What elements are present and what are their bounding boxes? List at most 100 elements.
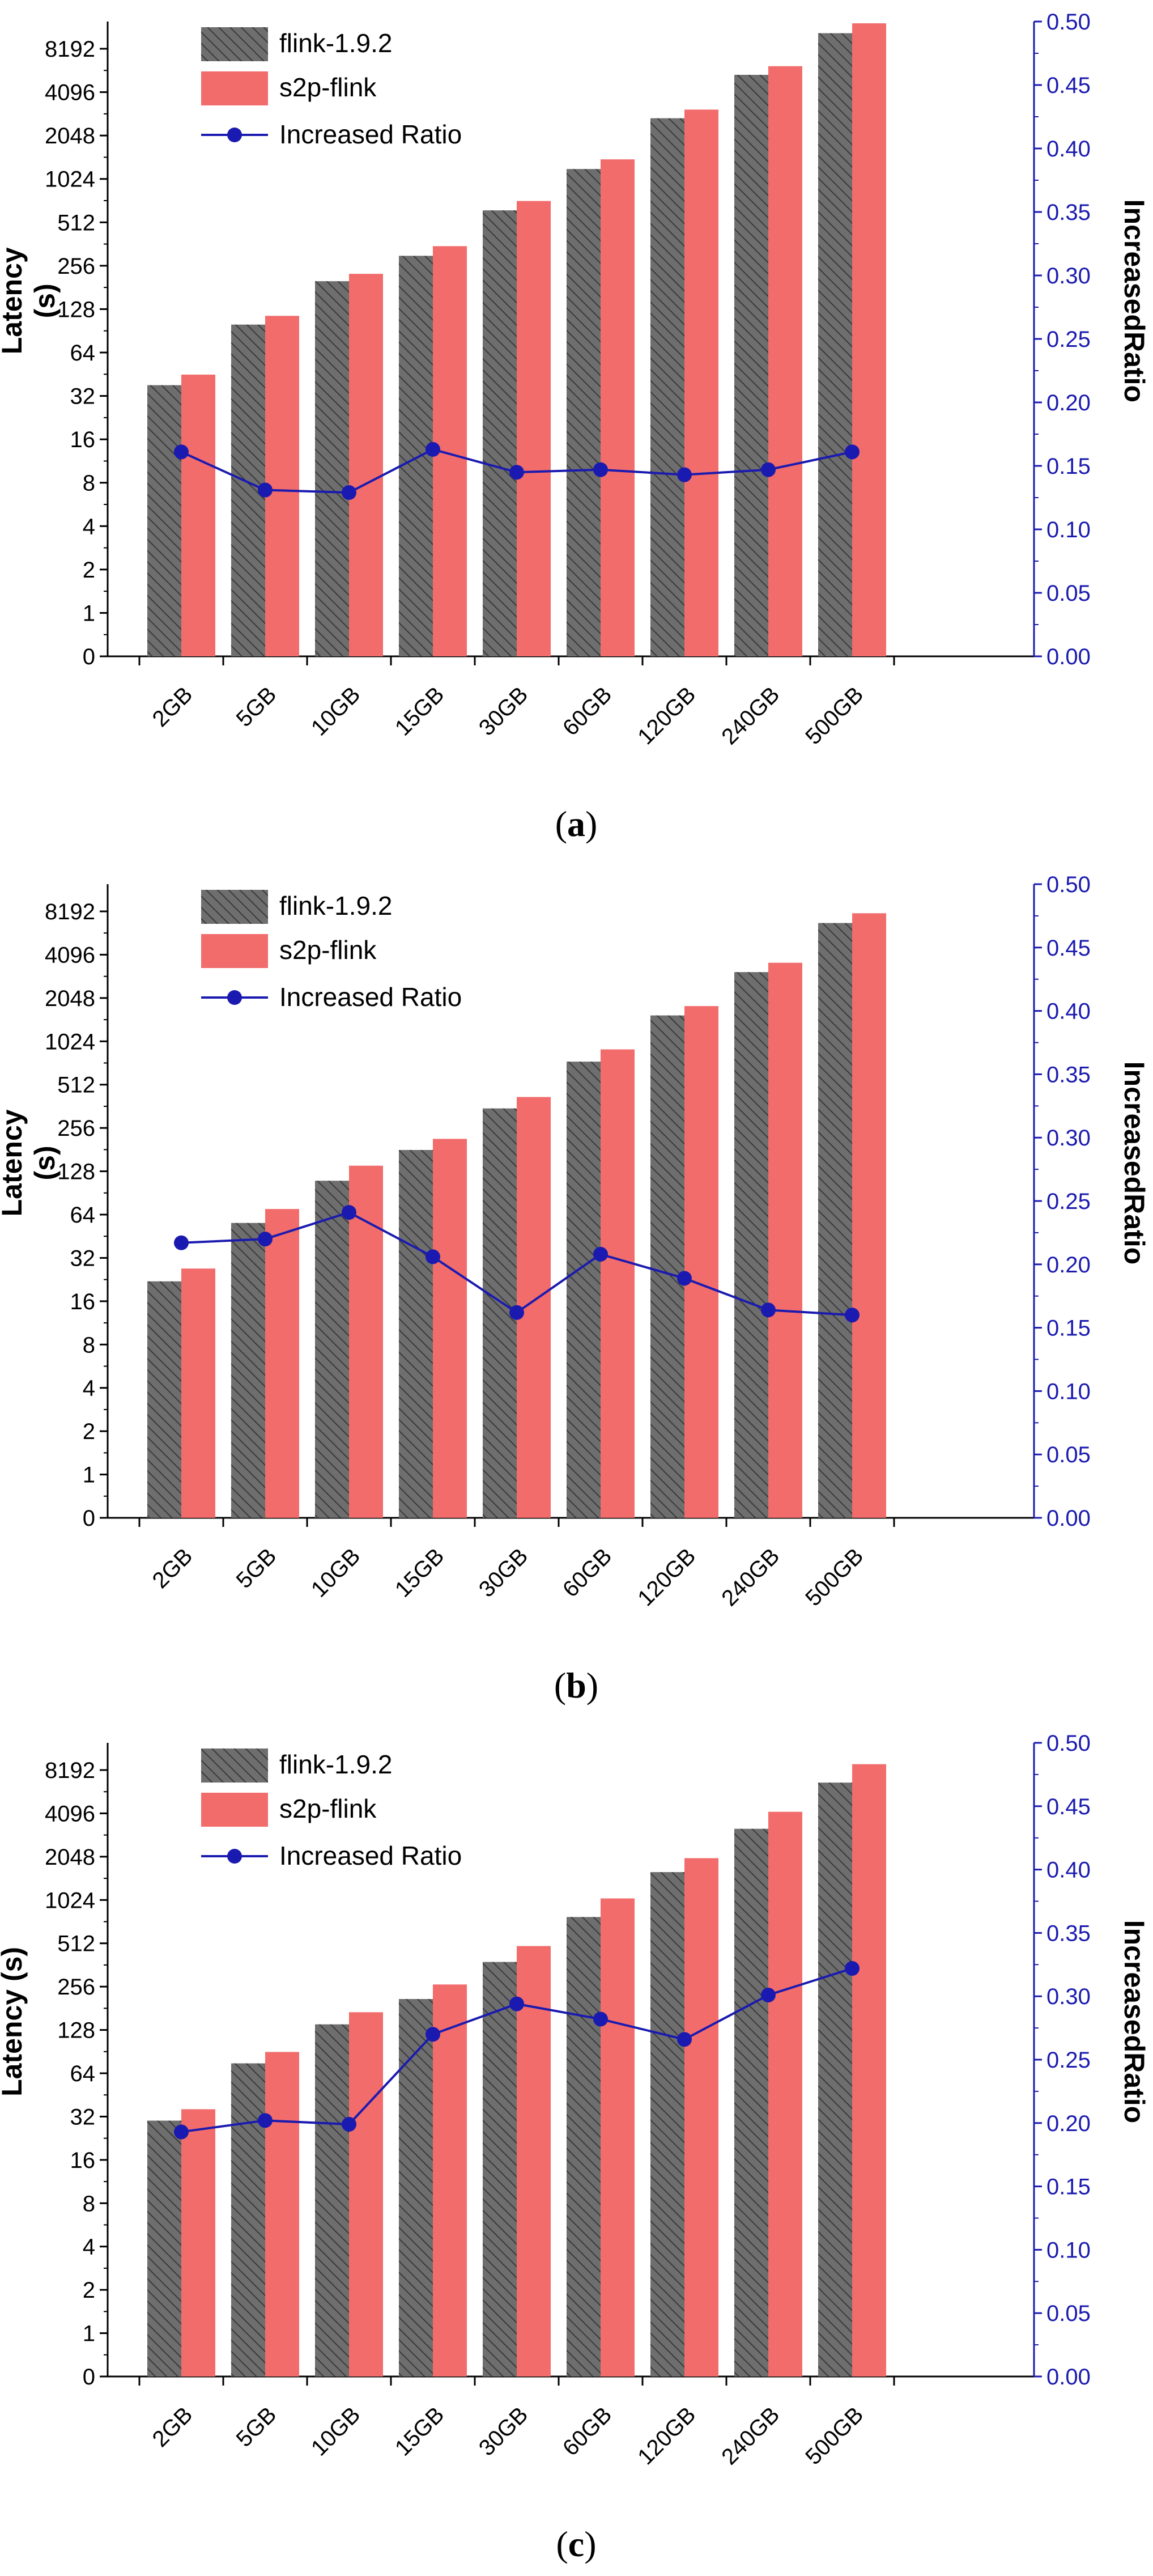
panel-label-part: a [567, 804, 585, 844]
y-tick-label: 1 [83, 1463, 95, 1488]
y2-tick-label: 0.45 [1046, 936, 1091, 961]
ratio-point [174, 1235, 189, 1250]
x-category-label: 15GB [390, 2402, 449, 2460]
legend-swatch-s2p-flink [201, 71, 268, 105]
ratio-point [509, 1996, 524, 2011]
y2-tick-label: 0.35 [1046, 1921, 1091, 1946]
y2-tick-label: 0.45 [1046, 73, 1091, 98]
y-tick-label: 8 [83, 1332, 95, 1357]
x-category-label: 60GB [558, 682, 616, 740]
y-tick-label: 8192 [45, 1758, 95, 1783]
y-axis-title-line: Latency [0, 247, 28, 354]
y2-tick-label: 0.15 [1046, 2175, 1091, 2200]
y-tick-label: 512 [57, 210, 95, 235]
y2-tick-label: 0.15 [1046, 454, 1091, 479]
y-tick-label: 1 [83, 601, 95, 626]
x-category-label: 240GB [717, 1543, 784, 1611]
y2-tick-label: 0.05 [1046, 2301, 1091, 2326]
y-tick-label: 4096 [45, 943, 95, 967]
y2-tick-label: 0.30 [1046, 264, 1091, 288]
y2-tick-label: 0.50 [1046, 1731, 1091, 1756]
x-category-label: 15GB [390, 1543, 449, 1602]
y-tick-label: 8 [83, 2191, 95, 2216]
bar-s2p-flink [684, 1006, 718, 1518]
y2-tick-label: 0.00 [1046, 1506, 1091, 1531]
y-tick-label: 1024 [45, 1029, 95, 1054]
bar-s2p-flink [517, 201, 551, 657]
y2-tick-label: 0.10 [1046, 517, 1091, 542]
y-tick-label: 256 [57, 1116, 95, 1141]
legend-swatch-flink [201, 1749, 268, 1783]
y-tick-label: 0 [83, 2365, 95, 2390]
bar-flink [734, 1828, 768, 2376]
bar-s2p-flink [181, 374, 215, 656]
bar-s2p-flink [768, 66, 802, 656]
legend-swatch-flink [201, 27, 268, 61]
legend-swatch-flink [201, 890, 268, 924]
bar-s2p-flink [852, 913, 886, 1518]
x-category-label: 10GB [307, 1543, 365, 1602]
bar-flink [734, 972, 768, 1518]
y-tick-label: 2048 [45, 124, 95, 148]
y-axis-title-line: (s) [29, 1145, 61, 1180]
y-tick-label: 128 [57, 1160, 95, 1185]
y-tick-label: 16 [70, 2148, 96, 2173]
y2-tick-label: 0.35 [1046, 1062, 1091, 1087]
y-tick-label: 512 [57, 1073, 95, 1098]
y-axis-title-line: (s) [29, 283, 61, 318]
x-category-label: 2GB [148, 682, 198, 732]
y-tick-label: 4 [83, 514, 95, 539]
chart-panel-c: 0 1 2 4 8 16 32 64 128 256 512 1024 2048 4096 8192 0.00… [0, 1731, 1150, 2564]
legend-label-ratio: Increased Ratio [279, 1841, 462, 1870]
ratio-point [845, 444, 860, 460]
bar-s2p-flink [181, 1268, 215, 1518]
y2-axis-title: IncreasedRatio [1118, 1920, 1150, 2123]
bar-flink [483, 1962, 517, 2376]
legend-label-s2p-flink: s2p-flink [279, 935, 377, 965]
legend-marker-ratio [227, 990, 242, 1005]
y2-tick-label: 0.15 [1046, 1316, 1091, 1341]
y-tick-label: 512 [57, 1932, 95, 1957]
ratio-point [593, 2011, 608, 2027]
y-tick-label: 32 [70, 2104, 96, 2129]
x-category-label: 240GB [717, 2402, 784, 2469]
ratio-point [845, 1961, 860, 1976]
bar-flink [483, 210, 517, 657]
y2-tick-label: 0.20 [1046, 2111, 1091, 2136]
bar-flink [399, 256, 433, 656]
bar-flink [399, 1149, 433, 1518]
ratio-point [174, 2124, 189, 2140]
panel-label-part: ( [556, 2524, 568, 2564]
bar-s2p-flink [349, 274, 383, 656]
bar-flink [650, 118, 684, 657]
y2-tick-label: 0.40 [1046, 137, 1091, 162]
ratio-point [677, 1271, 692, 1286]
bar-flink [567, 169, 601, 656]
y-tick-label: 4 [83, 1376, 95, 1401]
y-tick-label: 0 [83, 1506, 95, 1531]
y2-tick-label: 0.10 [1046, 1379, 1091, 1404]
ratio-point [593, 462, 608, 477]
y-tick-label: 8 [83, 471, 95, 496]
bar-s2p-flink [768, 962, 802, 1518]
legend-label-flink: flink-1.9.2 [279, 1750, 392, 1779]
bar-flink [315, 2024, 349, 2376]
bar-s2p-flink [265, 2052, 299, 2376]
legend-swatch-s2p-flink [201, 1793, 268, 1827]
y-axis-title: Latency (s) [0, 1947, 28, 2097]
x-category-label: 10GB [307, 2402, 365, 2460]
y-axis-title: Latency(s) [0, 247, 61, 354]
bar-flink [567, 1917, 601, 2376]
ratio-point [761, 1987, 776, 2002]
ratio-point [342, 1205, 356, 1220]
bar-s2p-flink [517, 1946, 551, 2376]
x-category-label: 120GB [633, 682, 700, 749]
y-tick-label: 0 [83, 644, 95, 669]
panel-label-part: ) [586, 1665, 598, 1705]
bar-flink [567, 1062, 601, 1518]
ratio-point [426, 2027, 440, 2042]
y-tick-label: 2 [83, 1419, 95, 1444]
ratio-point [761, 462, 776, 477]
legend-label-s2p-flink: s2p-flink [279, 1794, 377, 1823]
